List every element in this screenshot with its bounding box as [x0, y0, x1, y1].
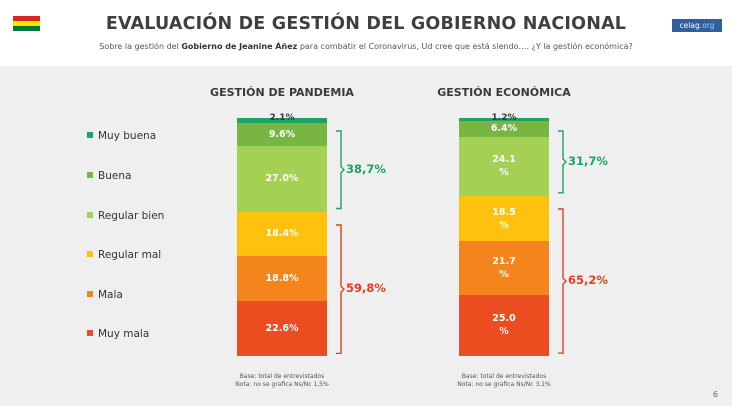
bar-segment: 27.0%: [237, 146, 327, 212]
brace-path: [558, 208, 567, 354]
brace-path: [336, 130, 345, 210]
chart-note-line: Nota: no se grafica Ns/Nc 3,1%: [457, 381, 551, 388]
data-label: 18.5 %: [492, 206, 516, 231]
chart-note-line: Nota: no se grafica Ns/Nc 1,5%: [235, 381, 329, 388]
subtitle-bold: Gobierno de Jeanine Áñez: [181, 42, 298, 51]
legend-label: Muy mala: [98, 328, 150, 340]
flag-stripe-green: [13, 26, 40, 31]
data-label: 25.0 %: [492, 313, 516, 338]
group-total-label: 38,7%: [346, 161, 386, 176]
legend-item: Muy buena: [87, 130, 156, 142]
data-label: 21.7 %: [492, 255, 516, 280]
bar-segment: 18.5 %: [459, 195, 549, 242]
legend-item: Muy mala: [87, 328, 149, 340]
flag-stripe-yellow: [13, 21, 40, 26]
data-label: 2.1%: [269, 113, 295, 123]
legend-swatch: [87, 132, 93, 138]
data-label: 27.0%: [265, 173, 299, 185]
legend-label: Regular mal: [98, 249, 162, 261]
chart-note-line: Base: total de entrevistados: [239, 373, 325, 380]
group-brace: [558, 208, 567, 354]
group-brace: [336, 223, 345, 354]
legend-item: Regular bien: [87, 210, 164, 222]
brace-path: [336, 223, 345, 354]
chart-title: GESTIÓN DE PANDEMIA: [210, 86, 354, 99]
chart-title: GESTIÓN ECONÓMICA: [437, 86, 571, 99]
page-title: EVALUACIÓN DE GESTIÓN DEL GOBIERNO NACIO…: [105, 14, 627, 34]
legend-swatch: [87, 291, 93, 297]
bar-segment: 18.8%: [237, 255, 327, 302]
bar-segment: 1.2%: [459, 114, 549, 123]
brace-path: [558, 130, 567, 194]
group-total-label: 31,7%: [568, 153, 608, 168]
subtitle-post: para combatir el Coronavirus, Ud cree qu…: [297, 42, 633, 51]
bolivia-flag-icon: [13, 16, 40, 31]
bar-segment: 18.4%: [237, 211, 327, 256]
group-total-label: 59,8%: [346, 280, 386, 295]
group-brace: [336, 130, 345, 210]
legend-item: Mala: [87, 289, 123, 301]
legend-item: Regular mal: [87, 249, 161, 261]
page-number: 6: [712, 390, 718, 399]
legend-label: Mala: [98, 289, 123, 301]
legend-swatch: [87, 251, 93, 257]
bar-segment: 25.0 %: [459, 294, 549, 356]
logo-main: celag: [679, 21, 700, 30]
chart-note: Base: total de entrevistados Nota: no se …: [197, 373, 367, 389]
data-label: 1.2%: [491, 113, 517, 123]
chart-note-line: Base: total de entrevistados: [461, 373, 547, 380]
page-subtitle: Sobre la gestión del Gobierno de Jeanine…: [0, 42, 732, 51]
legend-swatch: [87, 172, 93, 178]
legend-label: Buena: [98, 170, 132, 182]
bar-segment: 21.7 %: [459, 241, 549, 295]
bar-segment: 24.1 %: [459, 136, 549, 196]
legend-label: Regular bien: [98, 210, 165, 222]
data-label: 9.6%: [268, 129, 296, 141]
celag-logo: celag.org: [672, 19, 722, 32]
flag-stripe-red: [13, 16, 40, 21]
data-label: 24.1 %: [492, 154, 516, 179]
bar-segment: 22.6%: [237, 301, 327, 356]
chart-panel: [0, 66, 732, 406]
legend-label: Muy buena: [98, 130, 157, 142]
data-label: 22.6%: [265, 323, 299, 335]
subtitle-pre: Sobre la gestión del: [99, 42, 182, 51]
legend-item: Buena: [87, 170, 131, 182]
data-label: 18.8%: [265, 273, 299, 285]
stacked-bar: 2.1% 9.6% 27.0% 18.4% 18.8% 22.6%: [237, 114, 327, 356]
group-brace: [558, 130, 567, 194]
logo-suffix: .org: [699, 21, 715, 30]
bar-segment: 9.6%: [237, 123, 327, 147]
bar-segment: 2.1%: [237, 114, 327, 124]
data-label: 6.4%: [490, 123, 518, 135]
data-label: 18.4%: [265, 228, 299, 240]
group-total-label: 65,2%: [568, 272, 608, 287]
legend-swatch: [87, 212, 93, 218]
bar-segment: 6.4%: [459, 120, 549, 137]
stacked-bar: 1.2% 6.4% 24.1 % 18.5 % 21.7 % 25.0 %: [459, 114, 549, 356]
legend-swatch: [87, 330, 93, 336]
chart-note: Base: total de entrevistados Nota: no se …: [419, 373, 589, 389]
